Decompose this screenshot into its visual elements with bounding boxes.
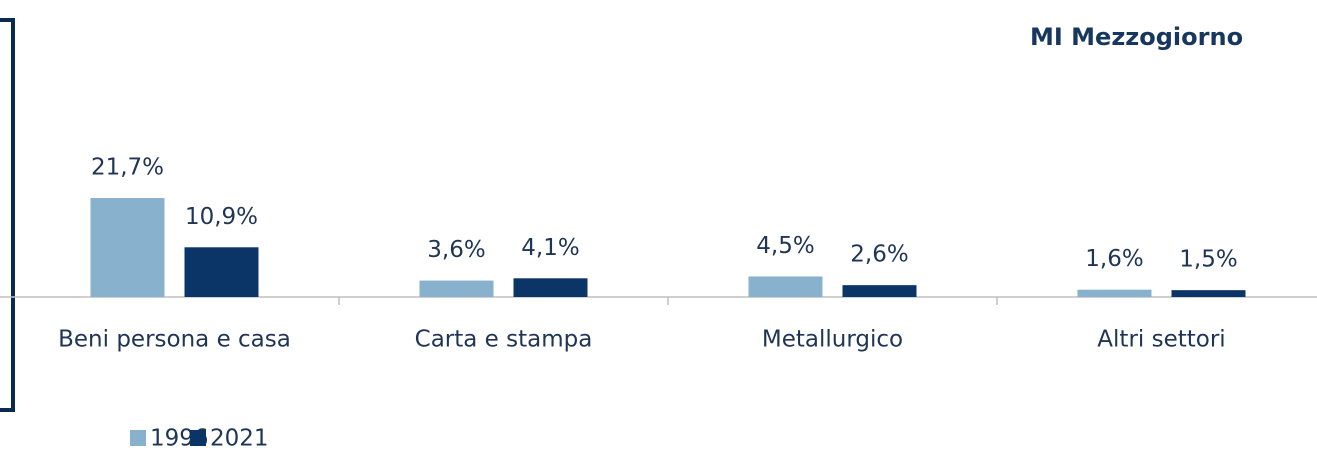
- bar: [1171, 290, 1246, 297]
- x-tick-label: Metallurgico: [762, 327, 903, 353]
- value-label: 3,6%: [427, 237, 485, 263]
- value-label: 1,6%: [1085, 246, 1143, 272]
- value-label: 10,9%: [185, 204, 258, 230]
- legend-label: 2021: [210, 426, 269, 451]
- x-tick-label: Altri settori: [1097, 327, 1225, 353]
- bracket: [0, 18, 15, 412]
- x-tick-label: Beni persona e casa: [58, 327, 291, 353]
- x-tick-label: Carta e stampa: [415, 327, 593, 353]
- bar: [842, 285, 917, 297]
- chart-title: MI Mezzogiorno: [1030, 23, 1243, 51]
- bar: [90, 198, 165, 297]
- value-label: 21,7%: [91, 155, 164, 181]
- bar: [513, 278, 588, 297]
- value-label: 4,1%: [521, 235, 579, 261]
- bar: [184, 247, 259, 297]
- legend-swatch: [130, 430, 146, 446]
- value-label: 1,5%: [1179, 247, 1237, 273]
- value-label: 4,5%: [756, 233, 814, 259]
- value-label: 2,6%: [850, 242, 908, 268]
- bar: [748, 276, 823, 297]
- legend-swatch: [190, 430, 206, 446]
- bar: [419, 280, 494, 297]
- bar: [1077, 289, 1152, 297]
